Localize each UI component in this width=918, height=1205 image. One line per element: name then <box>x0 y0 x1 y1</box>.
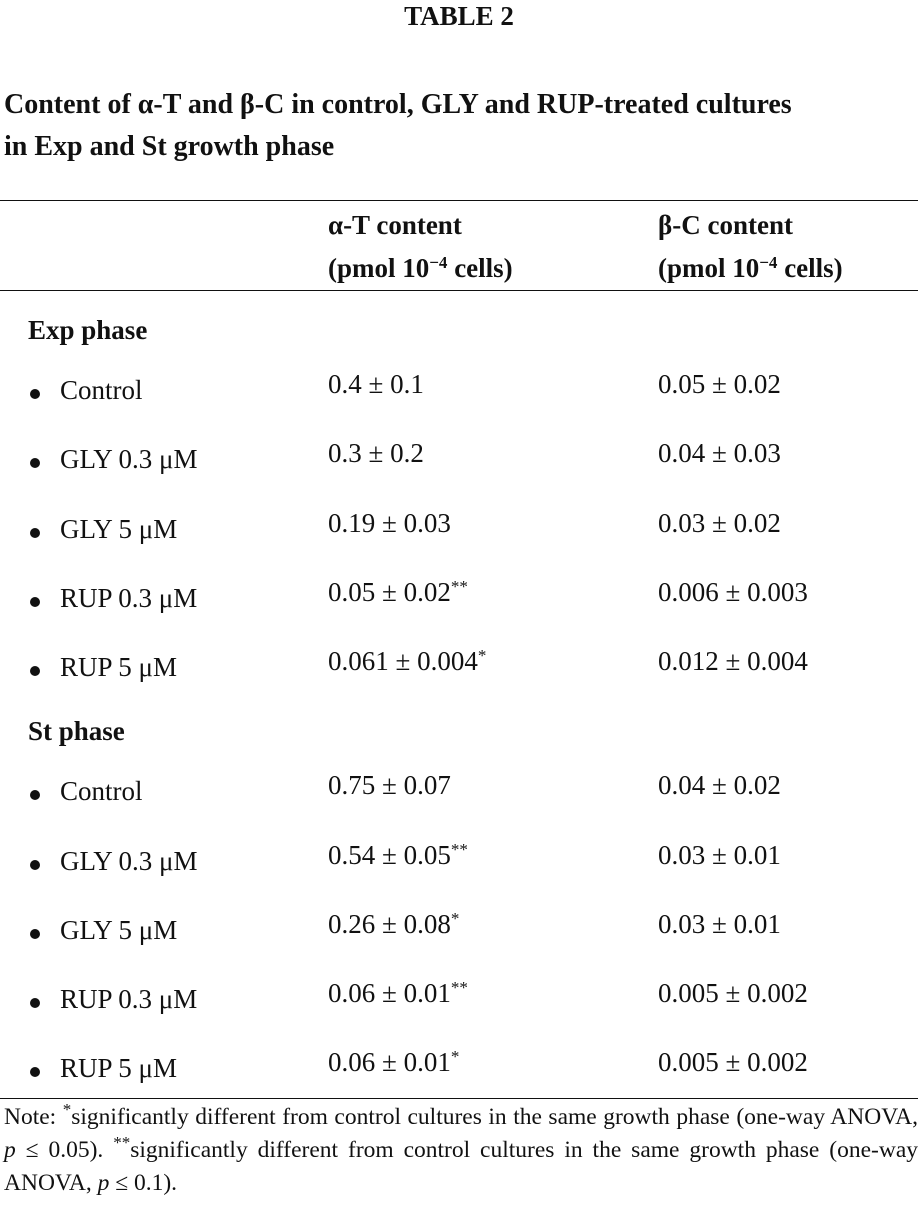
row-label: Control <box>60 776 143 807</box>
bullet <box>30 596 40 607</box>
row-label: Control <box>60 375 143 405</box>
value-cell: 0.061 ± 0.004* <box>328 645 486 677</box>
value-cell: 0.03 ± 0.01 <box>658 839 781 871</box>
note-mark: ** <box>113 1133 131 1152</box>
value-cell: 0.3 ± 0.2 <box>328 437 424 469</box>
row-label: RUP 0.3 μM <box>60 582 198 613</box>
section-title: Exp phase <box>28 315 148 345</box>
value-text: 0.75 ± 0.07 <box>328 770 451 801</box>
column-unit: (pmol 10−4 cells) <box>658 252 843 284</box>
row-label: RUP 5 μM <box>60 652 178 683</box>
value-cell: 0.06 ± 0.01* <box>328 1046 459 1078</box>
unit-text: cells) <box>777 253 843 283</box>
table-title: TABLE 2 <box>404 1 514 31</box>
bullet <box>30 389 40 399</box>
bullet <box>30 790 40 801</box>
value-text: 0.06 ± 0.01 <box>328 978 451 1009</box>
row-label: GLY 0.3 μM <box>60 845 198 876</box>
caption-line: Content of α-T and β-C in control, GLY a… <box>4 89 792 120</box>
bullet <box>30 666 40 677</box>
row-label: GLY 0.3 μM <box>60 444 198 475</box>
note-text: Note: <box>4 1104 63 1130</box>
value-cell: 0.05 ± 0.02** <box>328 576 468 608</box>
bullet <box>30 998 40 1009</box>
bottom-rule <box>0 1098 918 1099</box>
value-cell: 0.04 ± 0.03 <box>658 437 781 469</box>
value-cell: 0.005 ± 0.002 <box>658 1046 808 1078</box>
bullet <box>30 859 40 870</box>
value-text: 0.3 ± 0.2 <box>328 438 424 469</box>
note-text: p <box>97 1170 110 1196</box>
value-text: 0.061 ± 0.004 <box>328 646 478 677</box>
value-text: 0.005 ± 0.002 <box>658 1047 808 1078</box>
significance-mark: ** <box>450 978 468 998</box>
row-label: GLY 5 μM <box>60 513 178 544</box>
value-cell: 0.4 ± 0.1 <box>328 368 424 400</box>
note-mark: * <box>62 1100 72 1119</box>
column-unit: (pmol 10−4 cells) <box>328 252 513 284</box>
column-header: α-T content <box>328 210 462 240</box>
bullet <box>30 928 40 939</box>
bullet <box>30 458 40 469</box>
note-text: significantly different from control cul… <box>4 1137 918 1196</box>
value-cell: 0.012 ± 0.004 <box>658 645 808 677</box>
value-text: 0.006 ± 0.003 <box>658 576 808 607</box>
significance-mark: * <box>477 646 487 666</box>
row-label: RUP 0.3 μM <box>60 984 198 1015</box>
value-text: 0.19 ± 0.03 <box>328 507 451 538</box>
header-rule <box>0 290 918 291</box>
top-rule <box>0 200 918 201</box>
note-text: ≤ 0.05). <box>15 1137 114 1163</box>
value-text: 0.54 ± 0.05 <box>328 839 451 870</box>
value-cell: 0.03 ± 0.01 <box>658 908 781 940</box>
value-text: 0.06 ± 0.01 <box>328 1047 451 1078</box>
table-note: Note: *significantly different from cont… <box>4 1101 918 1200</box>
value-cell: 0.26 ± 0.08* <box>328 908 459 940</box>
unit-text: (pmol 10 <box>658 253 760 283</box>
value-cell: 0.03 ± 0.02 <box>658 507 781 539</box>
unit-exponent: −4 <box>429 253 448 272</box>
value-cell: 0.04 ± 0.02 <box>658 769 781 801</box>
value-text: 0.04 ± 0.03 <box>658 438 781 469</box>
note-text: significantly different from control cul… <box>71 1104 918 1130</box>
significance-mark: * <box>450 908 460 928</box>
unit-exponent: −4 <box>759 253 778 272</box>
value-cell: 0.54 ± 0.05** <box>328 839 468 871</box>
value-cell: 0.19 ± 0.03 <box>328 507 451 539</box>
significance-mark: ** <box>450 576 468 596</box>
value-cell: 0.05 ± 0.02 <box>658 368 781 400</box>
significance-mark: * <box>450 1047 460 1067</box>
bullet <box>30 527 40 538</box>
unit-text: cells) <box>447 253 513 283</box>
value-cell: 0.006 ± 0.003 <box>658 576 808 608</box>
value-text: 0.03 ± 0.01 <box>658 908 781 939</box>
value-cell: 0.06 ± 0.01** <box>328 977 468 1009</box>
value-text: 0.012 ± 0.004 <box>658 646 808 677</box>
value-cell: 0.75 ± 0.07 <box>328 769 451 801</box>
value-text: 0.4 ± 0.1 <box>328 369 424 399</box>
unit-text: (pmol 10 <box>328 253 430 283</box>
value-text: 0.04 ± 0.02 <box>658 770 781 801</box>
note-text: p <box>4 1137 16 1163</box>
row-label: RUP 5 μM <box>60 1053 178 1084</box>
column-header: β-C content <box>658 210 793 240</box>
value-text: 0.005 ± 0.002 <box>658 978 808 1009</box>
value-text: 0.05 ± 0.02 <box>328 576 451 607</box>
value-cell: 0.005 ± 0.002 <box>658 977 808 1009</box>
row-label: GLY 5 μM <box>60 914 178 945</box>
value-text: 0.03 ± 0.02 <box>658 507 781 538</box>
value-text: 0.26 ± 0.08 <box>328 908 451 939</box>
significance-mark: ** <box>450 839 468 859</box>
caption-line: in Exp and St growth phase <box>4 131 335 162</box>
value-text: 0.03 ± 0.01 <box>658 839 781 870</box>
section-title: St phase <box>28 716 125 747</box>
bullet <box>30 1067 40 1078</box>
value-text: 0.05 ± 0.02 <box>658 369 781 399</box>
note-text: ≤ 0.1). <box>109 1170 178 1196</box>
